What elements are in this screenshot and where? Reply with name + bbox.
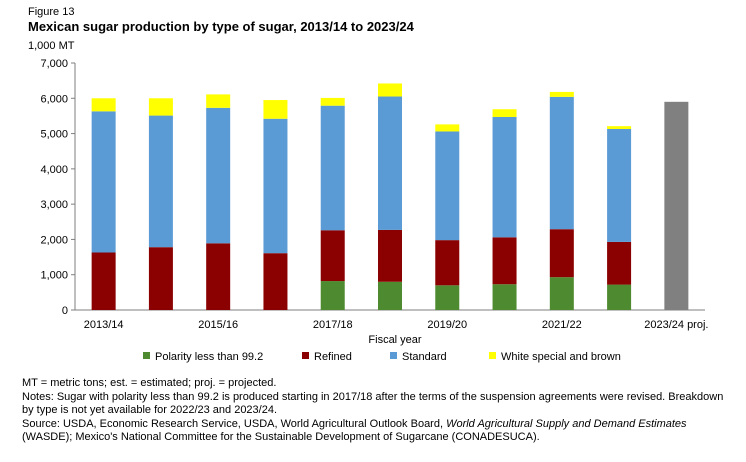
x-tick-label: 2023/24 proj. xyxy=(644,319,708,331)
bar-segment-standard xyxy=(206,107,231,244)
bar-segment-white-special-and-brown xyxy=(549,91,574,97)
y-tick-label: 1,000 xyxy=(40,270,68,282)
source-italic: World Agricultural Supply and Demand Est… xyxy=(446,417,687,430)
y-tick-label: 6,000 xyxy=(40,93,68,105)
x-tick-label: 2019/20 xyxy=(427,319,467,331)
chart-notes: MT = metric tons; est. = estimated; proj… xyxy=(22,377,737,445)
legend-label: White special and brown xyxy=(501,351,621,363)
y-axis-unit-label: 1,000 MT xyxy=(28,40,75,52)
notes-text: Notes: Sugar with polarity less than 99.… xyxy=(22,390,724,417)
bar-segment-white-special-and-brown xyxy=(435,124,460,132)
bar-segment-white-special-and-brown xyxy=(378,83,402,97)
chart-canvas: 0 1,000 2,000 3,000 4,000 5,000 6,000 7,000 2013… xyxy=(40,58,708,363)
bar-segment-white-special-and-brown xyxy=(492,109,517,117)
bar-segment-refined xyxy=(492,237,517,285)
chart-title: Mexican sugar production by type of suga… xyxy=(28,19,414,34)
bar-segment-refined xyxy=(91,252,116,310)
bar-segment-refined xyxy=(607,241,632,285)
bar-segment-polarity-less-than-99-2 xyxy=(320,281,345,310)
bar-segment-white-special-and-brown xyxy=(263,100,288,119)
legend-label: Polarity less than 99.2 xyxy=(155,351,263,363)
bar-segment-polarity-less-than-99-2 xyxy=(549,277,574,310)
bar-segment-standard xyxy=(378,96,402,230)
bar-segment-white-special-and-brown xyxy=(320,97,345,106)
legend-label: Standard xyxy=(402,351,447,363)
bar-segment-refined xyxy=(206,243,231,310)
bar-segment-refined xyxy=(263,253,288,310)
bar-segment-standard xyxy=(435,131,460,241)
bar-segment-standard xyxy=(549,96,574,230)
bar-segment-standard xyxy=(320,105,345,231)
bar-segment-refined xyxy=(148,247,173,310)
x-tick-label: 2017/18 xyxy=(313,319,353,331)
figure-label: Figure 13 xyxy=(28,6,75,18)
bar-segment-standard xyxy=(91,111,116,253)
y-tick-label: 0 xyxy=(62,305,68,317)
legend-swatch xyxy=(302,352,309,359)
legend-label: Refined xyxy=(314,351,352,363)
legend-swatch xyxy=(390,352,397,359)
x-tick-label: 2013/14 xyxy=(84,319,124,331)
legend-swatch xyxy=(143,352,150,359)
bar-segment-polarity-less-than-99-2 xyxy=(378,281,402,310)
bar-segment-standard xyxy=(607,128,632,242)
bar-segment-polarity-less-than-99-2 xyxy=(607,284,632,310)
y-tick-label: 4,000 xyxy=(40,164,68,176)
x-tick-label: 2021/22 xyxy=(542,319,582,331)
x-tick-label: 2015/16 xyxy=(198,319,238,331)
notes-source: Source: USDA, Economic Research Service,… xyxy=(22,418,737,445)
bar-segment-standard xyxy=(148,115,173,248)
source-prefix: Source: USDA, Economic Research Service,… xyxy=(22,417,447,430)
bar-segment-refined xyxy=(320,230,345,282)
bar-segment-refined xyxy=(549,229,574,278)
bar-segment-white-special-and-brown xyxy=(148,98,173,116)
bar-segment-polarity-less-than-99-2 xyxy=(435,285,460,310)
bar-segment-white-special-and-brown xyxy=(607,126,632,129)
bar-segment-polarity-less-than-99-2 xyxy=(492,284,517,310)
x-axis-title: Fiscal year xyxy=(368,334,422,346)
bar-segment-refined xyxy=(378,229,402,282)
bar-segment-refined xyxy=(435,240,460,286)
notes-abbreviations: MT = metric tons; est. = estimated; proj… xyxy=(22,377,277,389)
bar-segment-white-special-and-brown xyxy=(91,98,116,112)
bar-segment-white-special-and-brown xyxy=(206,94,231,108)
bar-segment-standard xyxy=(263,118,288,254)
y-tick-label: 7,000 xyxy=(40,58,68,70)
source-suffix: (WASDE); Mexico's National Committee for… xyxy=(22,431,540,443)
y-tick-label: 5,000 xyxy=(40,129,68,141)
y-tick-label: 3,000 xyxy=(40,199,68,211)
legend-swatch xyxy=(489,352,496,359)
bar-segment-total-projected xyxy=(664,101,689,310)
y-tick-label: 2,000 xyxy=(40,234,68,246)
bar-segment-standard xyxy=(492,116,517,238)
